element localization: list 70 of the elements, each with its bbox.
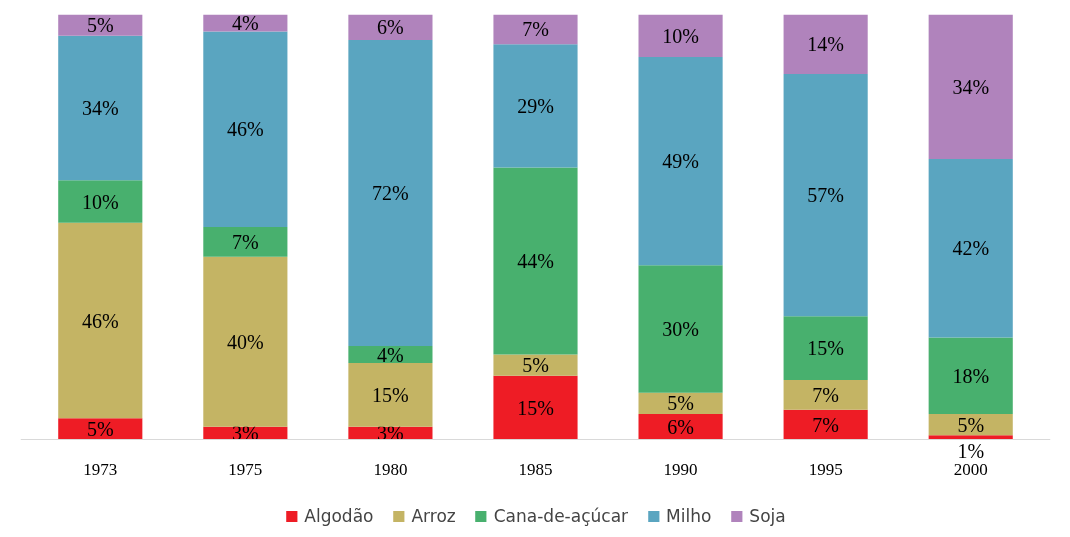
data-label: 57% <box>807 184 844 207</box>
data-label: 46% <box>227 118 264 141</box>
data-label: 72% <box>372 182 409 204</box>
data-label: 5% <box>957 413 985 436</box>
bar <box>58 35 143 181</box>
data-label: 6% <box>667 415 694 438</box>
bar <box>928 435 1013 440</box>
data-label: 46% <box>81 309 119 332</box>
data-label: 29% <box>517 94 554 117</box>
bar <box>203 227 288 257</box>
bar <box>928 337 1013 414</box>
data-label: 40% <box>227 330 264 353</box>
bar <box>783 380 868 410</box>
data-label: 44% <box>517 250 554 272</box>
legend-label: Cana-de-açúcar <box>493 506 629 526</box>
data-label: 4% <box>232 12 259 34</box>
data-label: 15% <box>517 396 554 419</box>
data-label: 10% <box>81 190 119 213</box>
bar <box>783 14 868 74</box>
bar <box>58 222 143 419</box>
bar <box>348 363 433 427</box>
data-label: 34% <box>81 97 119 119</box>
data-label: 5% <box>86 417 114 440</box>
bar <box>493 167 578 355</box>
data-label: 5% <box>667 392 694 415</box>
data-label: 7% <box>522 18 549 41</box>
data-label: 15% <box>372 383 409 406</box>
data-label: 15% <box>807 337 844 360</box>
bar <box>348 14 433 40</box>
data-label: 7% <box>812 383 839 406</box>
x-tick-label: 1990 <box>663 459 698 479</box>
bar <box>493 375 578 440</box>
bar <box>783 74 868 317</box>
data-label: 5% <box>86 14 114 37</box>
x-tick-label: 1973 <box>83 459 118 479</box>
x-tick-label: 1985 <box>518 459 553 479</box>
data-label: 7% <box>232 230 259 253</box>
data-label: 1% <box>957 439 985 462</box>
data-label: 10% <box>662 24 699 47</box>
bar <box>493 14 578 45</box>
data-label: 5% <box>522 354 549 377</box>
bar <box>493 44 578 168</box>
legend-label: Arroz <box>411 506 456 526</box>
legend-label: Algodão <box>304 506 374 526</box>
bar <box>638 265 723 393</box>
x-tick-label: 1980 <box>373 459 408 479</box>
bar <box>58 180 143 223</box>
data-label: 42% <box>952 237 990 260</box>
bar <box>783 409 868 440</box>
data-label: 34% <box>952 75 990 98</box>
data-label: 6% <box>377 16 404 39</box>
data-label: 14% <box>807 33 844 56</box>
bar <box>928 14 1013 159</box>
data-label: 18% <box>952 364 990 387</box>
data-label: 4% <box>377 343 404 366</box>
bar <box>638 57 723 266</box>
bar <box>928 159 1013 338</box>
legend-label: Soja <box>749 506 786 526</box>
bar <box>203 31 288 227</box>
data-label: 7% <box>812 413 839 436</box>
legend-label: Milho <box>666 506 712 526</box>
bar <box>348 40 433 346</box>
data-label: 49% <box>662 150 699 173</box>
x-tick-label: 2000 <box>953 459 988 479</box>
bar <box>783 316 868 380</box>
data-label: 30% <box>662 318 699 340</box>
bar <box>203 256 288 427</box>
x-tick-label: 1995 <box>808 459 843 479</box>
bar <box>638 14 723 57</box>
x-tick-label: 1975 <box>228 459 263 479</box>
